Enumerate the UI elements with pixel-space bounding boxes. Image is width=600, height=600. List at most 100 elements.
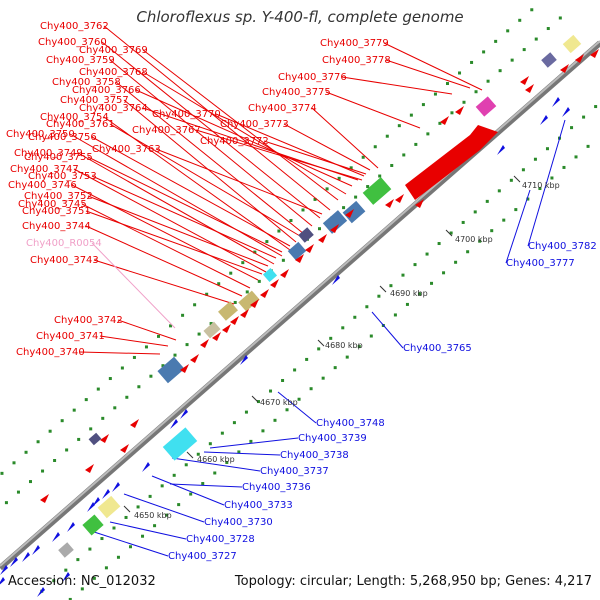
reverse-gene-arrow bbox=[22, 552, 30, 562]
guide-dot bbox=[438, 121, 442, 125]
guide-dot bbox=[405, 302, 409, 306]
guide-dot bbox=[454, 260, 458, 264]
gene-leader-forward bbox=[385, 59, 471, 89]
guide-dot bbox=[213, 471, 217, 475]
gene-label-forward: Chy400_3779 bbox=[320, 38, 389, 49]
forward-gene-arrow bbox=[575, 54, 584, 63]
guide-dot bbox=[417, 292, 421, 296]
gene-leader-forward bbox=[81, 203, 251, 289]
guide-dot bbox=[0, 471, 4, 475]
tick-label: 4670 kbp bbox=[260, 398, 298, 407]
gene-label-forward: Chy400_3775 bbox=[262, 87, 331, 98]
guide-dot bbox=[466, 250, 470, 254]
guide-dot bbox=[141, 534, 145, 538]
forward-gene-arrow bbox=[395, 194, 404, 203]
gene-leader-forward bbox=[142, 71, 347, 195]
gene-leader-reverse bbox=[209, 437, 299, 449]
guide-dot bbox=[112, 526, 116, 530]
guide-dot bbox=[309, 387, 313, 391]
guide-dot bbox=[64, 568, 68, 572]
forward-gene-arrow bbox=[85, 464, 94, 473]
guide-dot bbox=[545, 147, 549, 151]
forward-gene-arrow bbox=[250, 299, 259, 308]
forward-gene-arrow bbox=[260, 289, 269, 298]
gene-leader-reverse bbox=[109, 521, 187, 540]
gene-label-forward: Chy400_3759 bbox=[46, 55, 115, 66]
guide-dot bbox=[369, 334, 373, 338]
gene-leader-forward bbox=[103, 25, 331, 211]
guide-dot bbox=[562, 165, 566, 169]
guide-dot bbox=[426, 132, 430, 136]
reverse-gene-arrow bbox=[552, 97, 560, 107]
reverse-gene-arrow bbox=[540, 115, 548, 125]
guide-dot bbox=[189, 492, 193, 496]
guide-dot bbox=[449, 231, 453, 235]
gene-label-forward: Chy400_3741 bbox=[36, 331, 105, 342]
guide-dot bbox=[273, 418, 277, 422]
guide-dot bbox=[378, 174, 382, 178]
guide-dot bbox=[249, 439, 253, 443]
guide-dot bbox=[100, 537, 104, 541]
guide-dot bbox=[333, 366, 337, 370]
guide-dot bbox=[173, 353, 177, 357]
gene-leader-forward bbox=[91, 175, 277, 259]
guide-dot bbox=[522, 48, 526, 52]
guide-dot bbox=[442, 271, 446, 275]
gene-leader-forward bbox=[325, 91, 421, 129]
guide-dot bbox=[550, 176, 554, 180]
gene-box bbox=[58, 542, 74, 558]
guide-dot bbox=[177, 503, 181, 507]
guide-dot bbox=[357, 345, 361, 349]
tick-label: 4660 kbp bbox=[197, 455, 235, 464]
guide-dot bbox=[425, 252, 429, 256]
reverse-gene-arrow bbox=[87, 502, 95, 512]
forward-gene-arrow bbox=[525, 84, 534, 93]
guide-dot bbox=[582, 115, 586, 119]
guide-dot bbox=[594, 105, 598, 109]
guide-dot bbox=[329, 336, 333, 340]
gene-leader-forward bbox=[93, 259, 235, 305]
guide-dot bbox=[462, 100, 466, 104]
guide-dot bbox=[317, 227, 321, 231]
guide-dot bbox=[373, 145, 377, 149]
guide-dot bbox=[41, 469, 45, 473]
tick-label: 4650 kbp bbox=[134, 511, 172, 520]
reverse-gene-arrow bbox=[0, 565, 8, 575]
guide-dot bbox=[538, 187, 542, 191]
guide-dot bbox=[220, 431, 224, 435]
gene-leader-forward bbox=[383, 42, 483, 91]
gene-box bbox=[88, 432, 102, 446]
guide-dot bbox=[301, 208, 305, 212]
gene-leader-forward bbox=[109, 123, 301, 237]
guide-dot bbox=[526, 197, 530, 201]
reverse-gene-arrow bbox=[240, 355, 248, 365]
tick-mark bbox=[379, 285, 387, 293]
guide-dot bbox=[354, 195, 358, 199]
guide-dot bbox=[349, 166, 353, 170]
gene-label-forward: Chy400_3755 bbox=[24, 152, 93, 163]
guide-dot bbox=[149, 374, 153, 378]
forward-gene-arrow bbox=[190, 354, 199, 363]
guide-dot bbox=[342, 206, 346, 210]
reverse-gene-arrow bbox=[102, 489, 110, 499]
guide-dot bbox=[120, 366, 124, 370]
guide-dot bbox=[265, 240, 269, 244]
gene-label-forward: Chy400_3760 bbox=[38, 37, 107, 48]
forward-gene-arrow bbox=[590, 49, 599, 58]
gene-label-forward: Chy400_3756 bbox=[28, 132, 97, 143]
guide-dot bbox=[269, 389, 273, 393]
guide-dot bbox=[305, 357, 309, 361]
gene-label-forward: Chy400_3749 bbox=[14, 148, 83, 159]
gene-leader-forward bbox=[91, 136, 291, 247]
forward-gene-arrow bbox=[100, 434, 109, 443]
forward-gene-arrow bbox=[520, 76, 529, 85]
gene-leader-reverse bbox=[527, 119, 566, 247]
guide-dot bbox=[104, 566, 108, 570]
gene-box bbox=[322, 210, 348, 234]
gene-label-forward: Chy400_3773 bbox=[220, 119, 289, 130]
guide-dot bbox=[277, 229, 281, 233]
guide-dot bbox=[113, 406, 117, 410]
gene-leader-forward bbox=[87, 195, 269, 267]
guide-dot bbox=[586, 144, 590, 148]
